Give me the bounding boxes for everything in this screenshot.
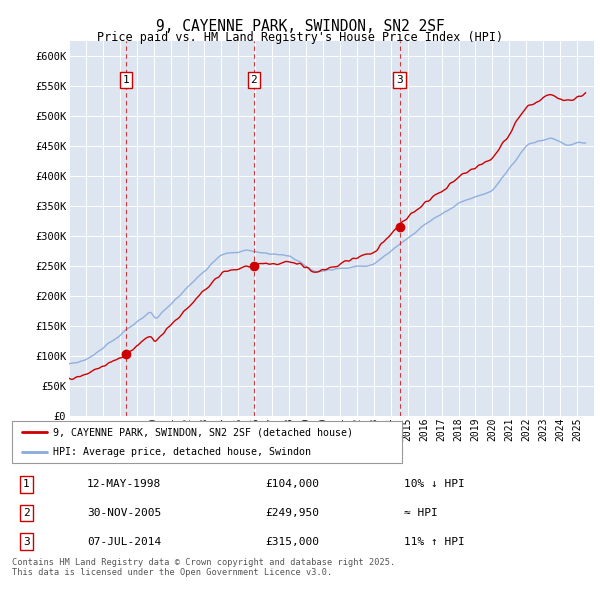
Text: £104,000: £104,000	[265, 479, 319, 489]
Text: 2: 2	[251, 76, 257, 86]
Text: 10% ↓ HPI: 10% ↓ HPI	[404, 479, 464, 489]
Text: £315,000: £315,000	[265, 537, 319, 547]
Text: 9, CAYENNE PARK, SWINDON, SN2 2SF: 9, CAYENNE PARK, SWINDON, SN2 2SF	[155, 19, 445, 34]
Text: 2: 2	[23, 508, 30, 518]
Text: 07-JUL-2014: 07-JUL-2014	[87, 537, 161, 547]
Text: 11% ↑ HPI: 11% ↑ HPI	[404, 537, 464, 547]
Text: ≈ HPI: ≈ HPI	[404, 508, 437, 518]
Text: 12-MAY-1998: 12-MAY-1998	[87, 479, 161, 489]
Text: HPI: Average price, detached house, Swindon: HPI: Average price, detached house, Swin…	[53, 447, 311, 457]
Text: 1: 1	[122, 76, 129, 86]
Text: 30-NOV-2005: 30-NOV-2005	[87, 508, 161, 518]
Text: 1: 1	[23, 479, 30, 489]
Text: 9, CAYENNE PARK, SWINDON, SN2 2SF (detached house): 9, CAYENNE PARK, SWINDON, SN2 2SF (detac…	[53, 427, 353, 437]
FancyBboxPatch shape	[12, 421, 402, 463]
Text: Price paid vs. HM Land Registry's House Price Index (HPI): Price paid vs. HM Land Registry's House …	[97, 31, 503, 44]
Text: 3: 3	[396, 76, 403, 86]
Text: Contains HM Land Registry data © Crown copyright and database right 2025.
This d: Contains HM Land Registry data © Crown c…	[12, 558, 395, 577]
Text: 3: 3	[23, 537, 30, 547]
Text: £249,950: £249,950	[265, 508, 319, 518]
